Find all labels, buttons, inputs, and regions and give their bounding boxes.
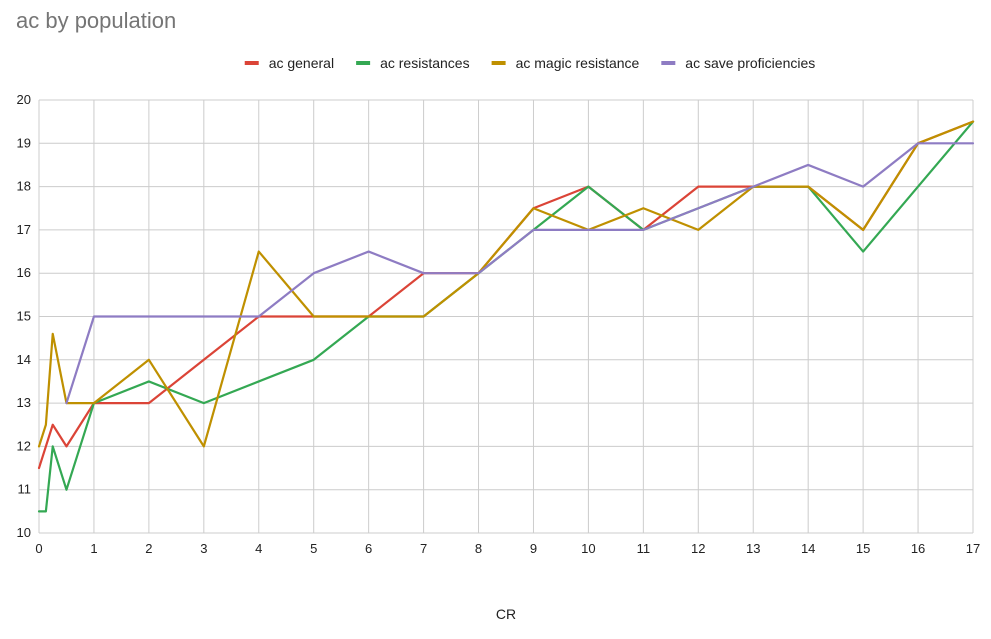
- x-axis-ticks: 0 1 2 3 4 5 6 7 8 9 10 11 12 13 14 15 16 17: [35, 541, 980, 556]
- x-tick-label: 11: [637, 541, 651, 556]
- y-tick-label: 19: [17, 135, 31, 150]
- x-tick-label: 10: [581, 541, 595, 556]
- x-tick-label: 4: [255, 541, 262, 556]
- x-tick-label: 16: [911, 541, 925, 556]
- legend: ac general ac resistances ac magic resista…: [244, 55, 815, 71]
- y-tick-label: 10: [17, 525, 31, 540]
- x-axis-title: CR: [496, 606, 516, 622]
- y-axis-ticks: 10 11 12 13 14 15 16 17 18 19 20: [17, 92, 31, 540]
- legend-label: ac resistances: [380, 55, 469, 71]
- x-tick-label: 15: [856, 541, 870, 556]
- series-line-ac-magic-resistance: [37, 120, 975, 448]
- y-tick-label: 18: [17, 179, 31, 194]
- y-tick-label: 13: [17, 395, 31, 410]
- x-tick-label: 5: [310, 541, 317, 556]
- y-tick-label: 12: [17, 438, 31, 453]
- x-tick-label: 13: [746, 541, 760, 556]
- legend-label: ac general: [269, 55, 334, 71]
- x-tick-label: 9: [530, 541, 537, 556]
- series-lines: [37, 120, 975, 513]
- x-tick-label: 3: [200, 541, 207, 556]
- legend-label: ac magic resistance: [516, 55, 640, 71]
- x-tick-label: 12: [691, 541, 705, 556]
- legend-label: ac save proficiencies: [685, 55, 815, 71]
- x-tick-label: 17: [966, 541, 980, 556]
- x-tick-label: 7: [420, 541, 427, 556]
- x-tick-label: 1: [90, 541, 97, 556]
- chart-title: ac by population: [16, 8, 176, 33]
- series-line-ac-save-proficiencies: [65, 142, 975, 405]
- x-tick-label: 14: [801, 541, 815, 556]
- y-tick-label: 17: [17, 222, 31, 237]
- y-tick-label: 14: [17, 352, 31, 367]
- x-tick-label: 6: [365, 541, 372, 556]
- y-tick-label: 15: [17, 309, 31, 324]
- y-tick-label: 16: [17, 265, 31, 280]
- x-tick-label: 0: [35, 541, 42, 556]
- y-tick-label: 20: [17, 92, 31, 107]
- y-tick-label: 11: [18, 482, 32, 497]
- x-tick-label: 2: [145, 541, 152, 556]
- x-tick-label: 8: [475, 541, 482, 556]
